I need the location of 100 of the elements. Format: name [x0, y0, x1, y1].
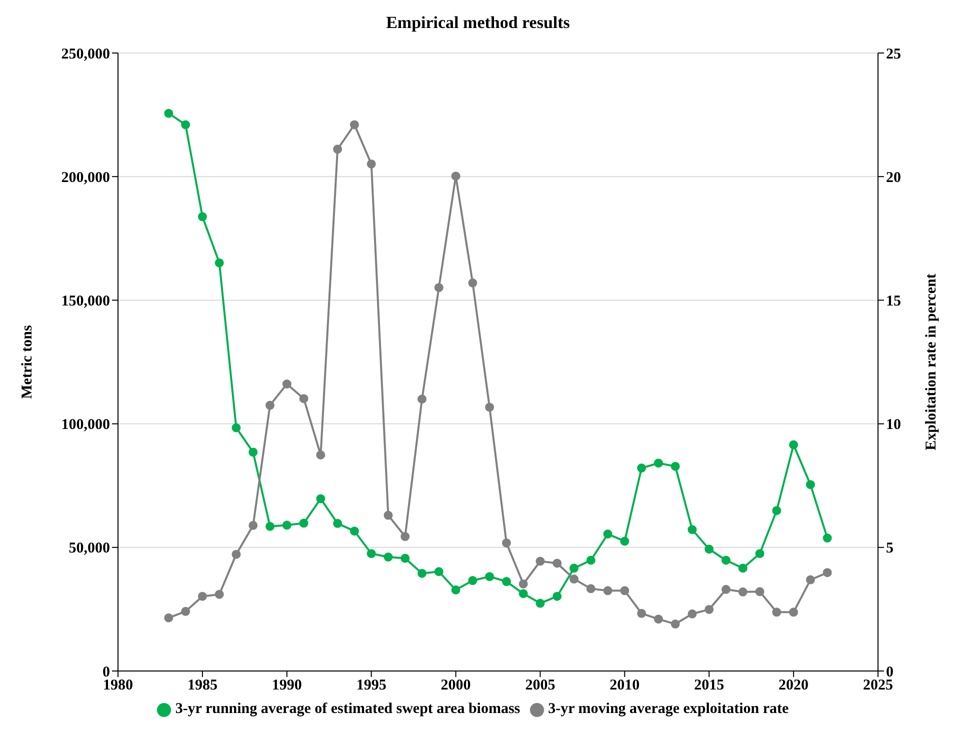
point	[485, 572, 494, 582]
point	[670, 462, 680, 471]
y-tick-label: 250,000	[61, 46, 110, 62]
point	[198, 592, 207, 601]
point	[434, 283, 444, 292]
point	[366, 159, 376, 168]
point	[366, 549, 376, 558]
point	[350, 526, 359, 536]
point	[688, 609, 697, 618]
y2-tick-label: 10	[886, 417, 901, 434]
x-tick-label: 2010	[610, 678, 640, 694]
point	[738, 587, 748, 596]
point	[586, 584, 596, 594]
point	[400, 532, 410, 542]
point	[502, 577, 511, 586]
point	[552, 558, 562, 568]
point	[570, 574, 578, 584]
point	[772, 608, 782, 617]
point	[502, 538, 511, 548]
point	[620, 586, 630, 596]
x-tick-label: 1985	[187, 678, 218, 694]
point	[451, 585, 460, 594]
point	[806, 575, 815, 584]
x-tick-label: 2000	[440, 678, 471, 694]
legend-label: 3-yr moving average exploitation rate	[548, 701, 789, 717]
y-tick-label: 50,000	[68, 540, 110, 557]
x-tick-label: 2005	[525, 678, 556, 694]
y-tick-label: 0	[102, 664, 110, 680]
point	[214, 590, 224, 599]
point	[434, 567, 444, 576]
point	[822, 568, 832, 578]
point	[722, 556, 730, 565]
point	[232, 550, 241, 559]
point	[688, 525, 697, 534]
x-tick-label: 2020	[778, 678, 809, 694]
point	[654, 614, 663, 624]
point	[822, 534, 832, 543]
point	[552, 592, 562, 601]
point	[266, 522, 274, 531]
point	[704, 604, 714, 614]
x-tick-label: 1995	[356, 678, 386, 694]
point	[620, 536, 630, 546]
y2-axis-title: Exploitation rate in percent	[923, 274, 940, 450]
point	[418, 394, 426, 404]
point	[451, 172, 460, 181]
y2-tick-label: 5	[886, 540, 894, 557]
point	[722, 584, 730, 594]
point	[164, 108, 174, 118]
point	[282, 380, 292, 388]
point	[570, 564, 578, 573]
x-tick-label: 1990	[272, 678, 302, 694]
point	[232, 423, 241, 432]
chart-title: Empirical method results	[385, 12, 571, 34]
x-tick-label: 2025	[863, 678, 893, 694]
point	[518, 589, 528, 598]
y2-tick-label: 0	[886, 664, 894, 680]
point	[400, 554, 410, 563]
point	[181, 120, 190, 130]
point	[789, 440, 798, 450]
point	[418, 568, 426, 578]
point	[755, 549, 764, 558]
point	[485, 402, 494, 412]
point	[299, 518, 308, 528]
point	[637, 608, 646, 618]
point	[772, 506, 782, 516]
point	[316, 494, 326, 504]
point	[384, 552, 393, 562]
point	[282, 520, 292, 530]
point	[704, 544, 714, 554]
point	[333, 518, 342, 528]
point	[198, 212, 207, 222]
point	[214, 258, 224, 268]
point	[248, 520, 258, 530]
y-axis-title: Metric tons	[19, 324, 36, 399]
point	[248, 448, 258, 457]
x-tick-label: 2015	[694, 678, 724, 694]
point	[789, 608, 798, 617]
point	[333, 144, 342, 154]
point	[316, 450, 326, 460]
point	[603, 586, 612, 596]
y2-tick-label: 15	[886, 294, 901, 310]
point	[637, 464, 646, 473]
y-tick-label: 150,000	[61, 294, 110, 310]
point	[670, 620, 680, 629]
point	[266, 400, 274, 410]
point	[164, 613, 174, 622]
point	[586, 556, 596, 565]
y-tick-label: 200,000	[61, 170, 110, 186]
y2-tick-label: 20	[886, 170, 901, 186]
x-tick-label: 1980	[103, 678, 133, 694]
point	[603, 530, 612, 539]
point	[806, 480, 815, 490]
point	[536, 598, 545, 608]
y-tick-label: 100,000	[61, 417, 110, 434]
point	[468, 278, 478, 288]
point	[350, 120, 359, 130]
point	[181, 606, 190, 616]
legend-label: 3-yr running average of estimated swept area biomass	[175, 701, 520, 717]
point	[518, 579, 528, 588]
y2-tick-label: 25	[886, 46, 901, 62]
